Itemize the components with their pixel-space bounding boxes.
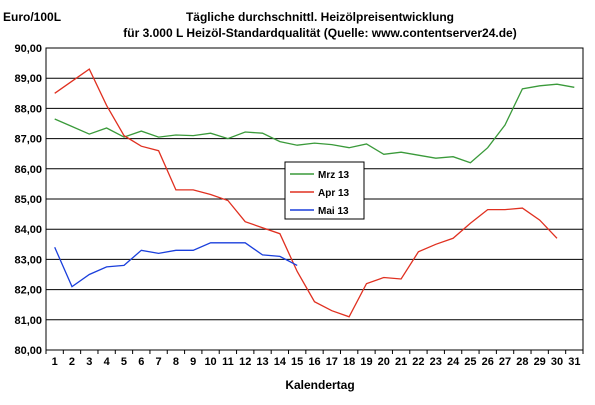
- x-tick-label: 20: [378, 356, 390, 368]
- x-tick-label: 11: [222, 356, 234, 368]
- x-tick-label: 17: [326, 356, 338, 368]
- series-lines: [54, 68, 575, 318]
- y-axis-label: Euro/100L: [3, 10, 61, 24]
- grid-lines: [45, 77, 584, 354]
- x-tick-label: 28: [516, 356, 528, 368]
- x-tick-label: 5: [121, 356, 127, 368]
- x-tick-label: 7: [156, 356, 162, 368]
- x-tick-label: 15: [291, 356, 303, 368]
- series-line-mrz-13: [54, 83, 575, 164]
- legend-label: Mrz 13: [318, 170, 350, 181]
- x-axis-label: Kalendertag: [285, 378, 354, 392]
- y-tick-label: 86,00: [14, 164, 42, 176]
- x-tick-label: 24: [447, 356, 460, 368]
- y-tick-label: 82,00: [14, 285, 42, 297]
- x-tick-label: 18: [343, 356, 355, 368]
- y-tick-label: 83,00: [14, 254, 42, 266]
- x-tick-label: 13: [256, 356, 268, 368]
- x-tick-label: 27: [499, 356, 511, 368]
- y-tick-label: 87,00: [14, 134, 42, 146]
- x-tick-label: 8: [173, 356, 179, 368]
- chart-title-line1: Tägliche durchschnittl. Heizölpreisentwi…: [186, 10, 454, 24]
- x-tick-label: 4: [104, 356, 111, 368]
- x-tick-label: 12: [239, 356, 251, 368]
- x-tick-label: 30: [551, 356, 563, 368]
- x-tick-label: 9: [190, 356, 196, 368]
- y-tick-label: 89,00: [14, 73, 42, 85]
- y-tick-label: 88,00: [14, 103, 42, 115]
- x-tick-label: 2: [69, 356, 75, 368]
- series-line-mai-13: [54, 242, 298, 288]
- x-tick-label: 1: [52, 356, 58, 368]
- chart-title-line2: für 3.000 L Heizöl-Standardqualität (Que…: [123, 26, 516, 40]
- legend-label: Mai 13: [318, 206, 349, 217]
- x-tick-label: 29: [534, 356, 546, 368]
- y-tick-label: 85,00: [14, 194, 42, 206]
- x-tick-label: 25: [464, 356, 476, 368]
- x-tick-label: 16: [308, 356, 320, 368]
- x-tick-label: 14: [274, 356, 287, 368]
- y-tick-labels: 80,00 81,00 82,00 83,00 84,00 85,00 86,00 87,00…: [14, 43, 42, 357]
- y-tick-label: 80,00: [14, 345, 42, 357]
- x-tick-label: 6: [138, 356, 144, 368]
- x-tick-label: 19: [360, 356, 372, 368]
- x-tick-label: 23: [430, 356, 442, 368]
- legend: Mrz 13 Apr 13 Mai 13: [284, 161, 365, 220]
- series-line-apr-13: [54, 68, 558, 318]
- legend-label: Apr 13: [318, 188, 350, 199]
- x-tick-label: 31: [568, 356, 580, 368]
- x-tick-label: 26: [482, 356, 494, 368]
- y-tick-label: 84,00: [14, 224, 42, 236]
- x-tick-label: 3: [86, 356, 92, 368]
- x-tick-label: 21: [395, 356, 407, 368]
- x-tick-label: 10: [204, 356, 216, 368]
- x-tick-labels: 1 2 3 4 5 6 7 8 9 10 11 12 13 14 15 16 17 18 19 20 21 22 23 24 2…: [52, 356, 581, 368]
- y-tick-label: 81,00: [14, 315, 42, 327]
- x-tick-label: 22: [412, 356, 424, 368]
- y-tick-label: 90,00: [14, 43, 42, 55]
